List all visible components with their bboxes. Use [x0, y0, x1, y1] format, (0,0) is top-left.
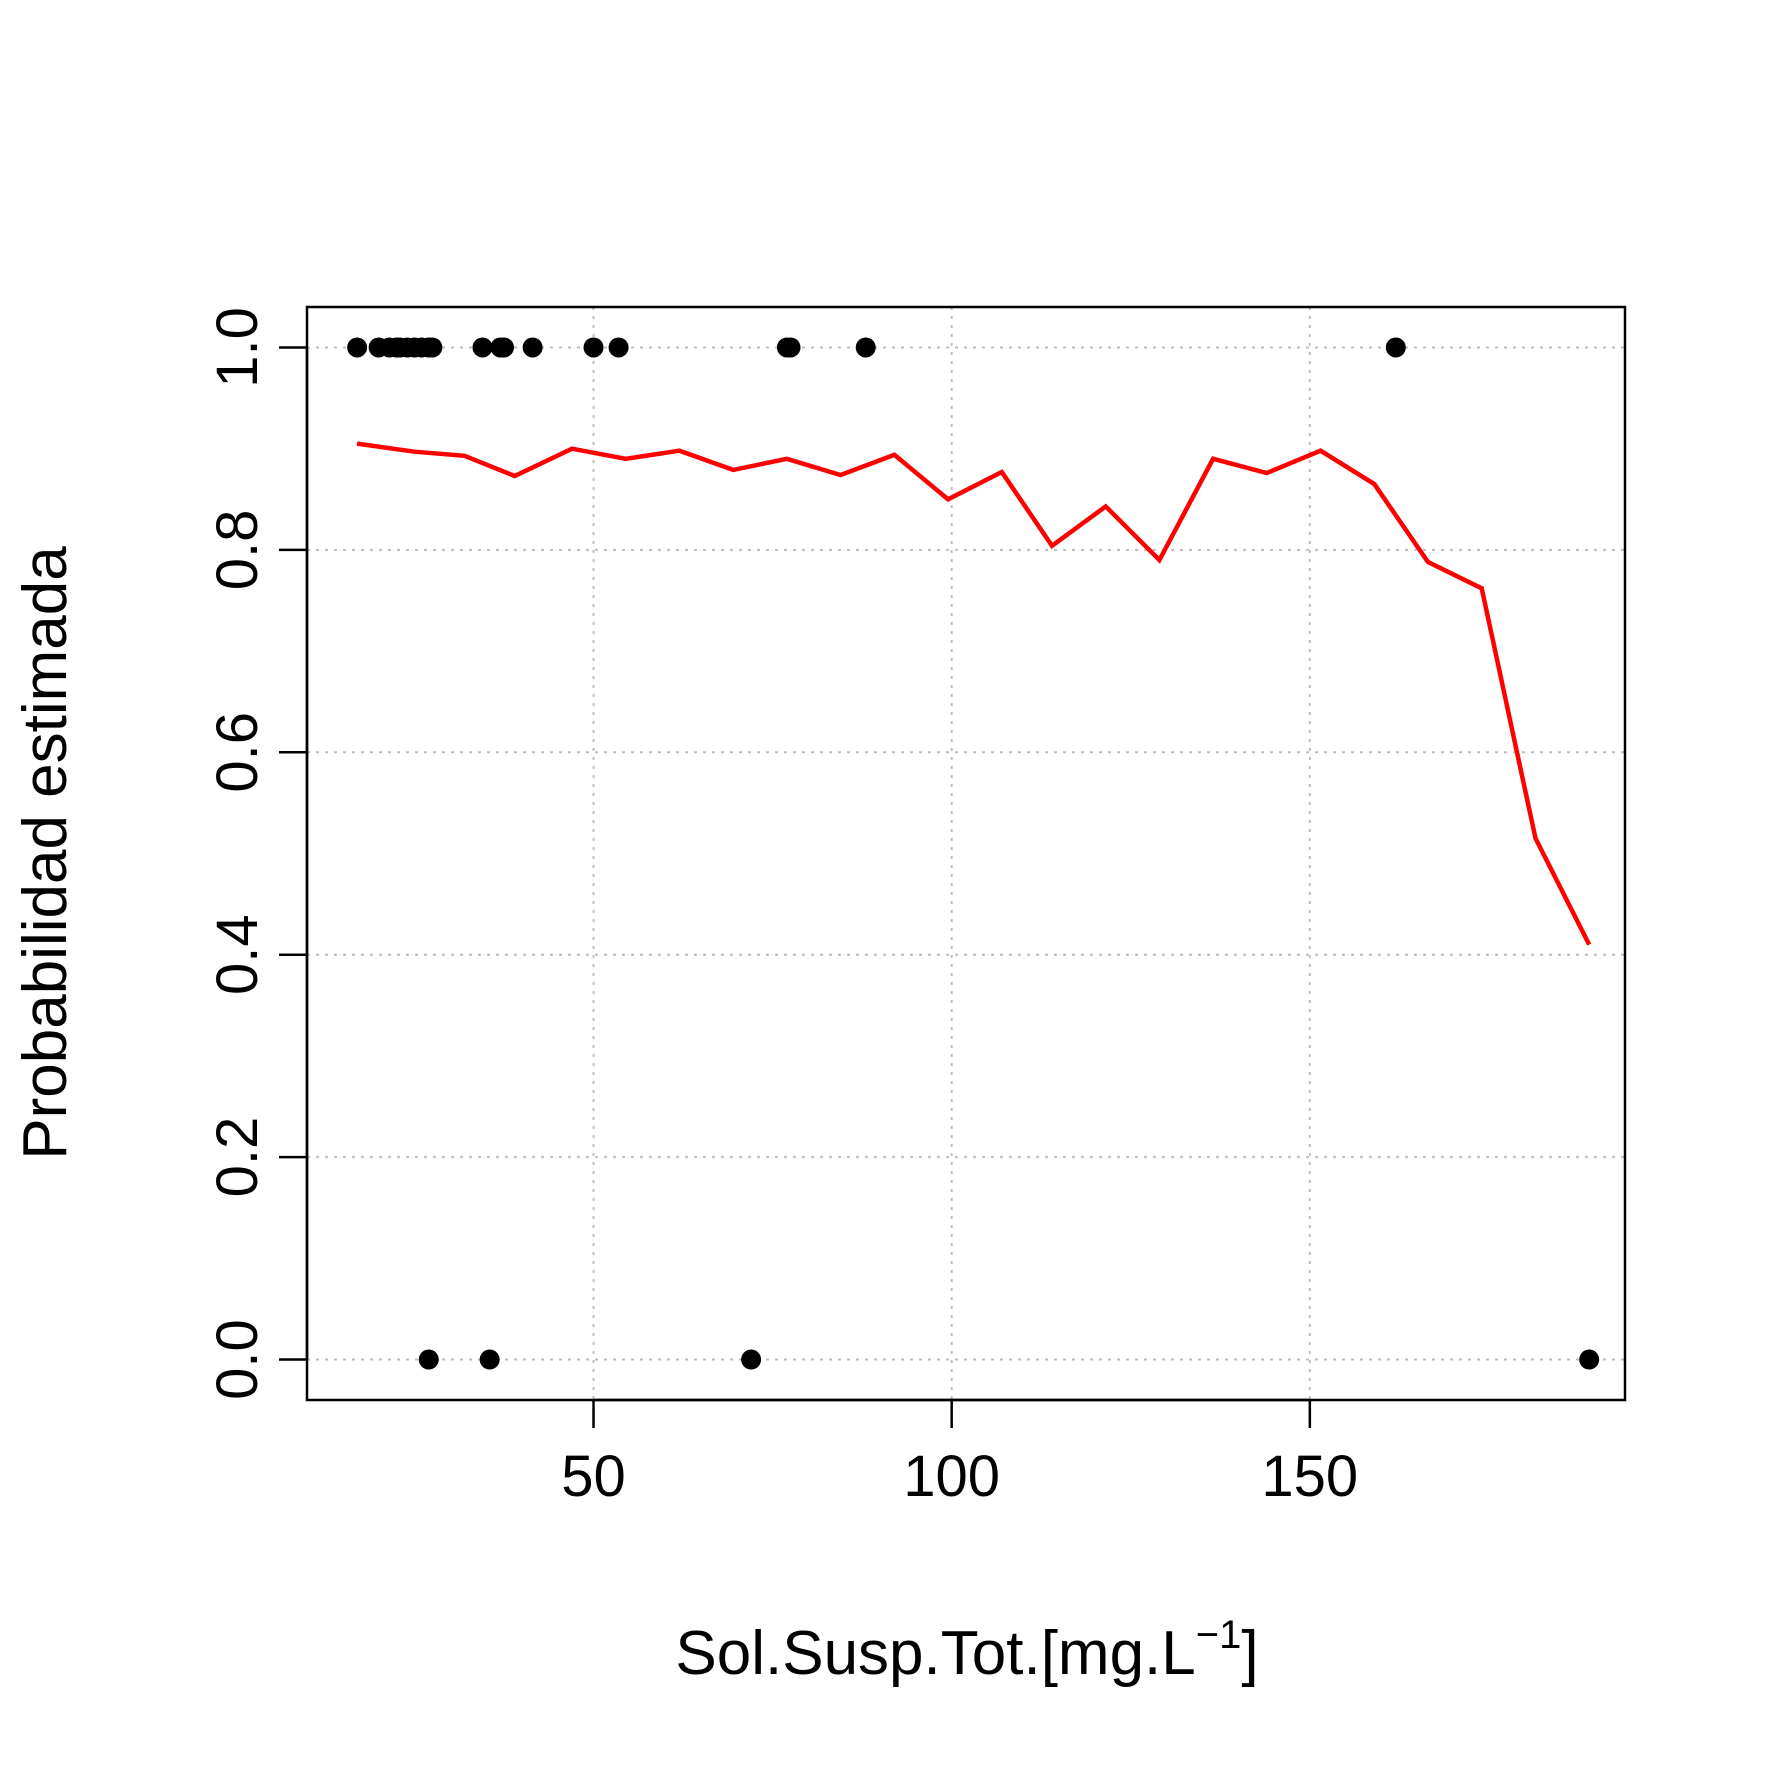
data-point	[855, 337, 876, 358]
y-tick-label: 0.6	[205, 712, 270, 793]
x-axis-label: Sol.Susp.Tot.[mg.L−1]	[675, 1613, 1258, 1688]
y-tick-label: 1.0	[205, 307, 270, 388]
data-point	[422, 337, 443, 358]
data-point	[608, 337, 629, 358]
y-axis-label: Probabilidad estimada	[11, 546, 80, 1160]
fitted-probability-line	[356, 441, 1592, 946]
points-layer	[347, 337, 1600, 1370]
data-point	[741, 1349, 762, 1370]
data-point	[1579, 1349, 1600, 1370]
y-tick-label: 0.8	[205, 510, 270, 591]
x-tick-label: 50	[561, 1444, 626, 1509]
data-point	[780, 337, 801, 358]
x-tick-label: 100	[903, 1444, 1000, 1509]
data-point	[583, 337, 604, 358]
data-point	[479, 1349, 500, 1370]
y-tick-label: 0.2	[205, 1117, 270, 1198]
data-point	[347, 337, 368, 358]
axes: 50 100 150 0.0 0.2 0.4 0.6 0.8 1.0	[205, 307, 1358, 1509]
x-tick-label: 150	[1261, 1444, 1358, 1509]
data-point	[493, 337, 514, 358]
grid	[307, 307, 1625, 1400]
fitted-line-layer	[356, 441, 1592, 946]
data-point	[1385, 337, 1406, 358]
y-tick-label: 0.4	[205, 914, 270, 995]
data-point	[472, 337, 493, 358]
data-point	[418, 1349, 439, 1370]
data-point	[522, 337, 543, 358]
y-tick-label: 0.0	[205, 1319, 270, 1400]
plot-frame	[305, 305, 1627, 1402]
